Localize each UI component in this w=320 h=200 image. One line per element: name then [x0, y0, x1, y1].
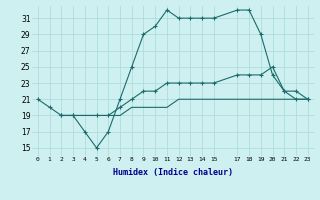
X-axis label: Humidex (Indice chaleur): Humidex (Indice chaleur) — [113, 168, 233, 177]
